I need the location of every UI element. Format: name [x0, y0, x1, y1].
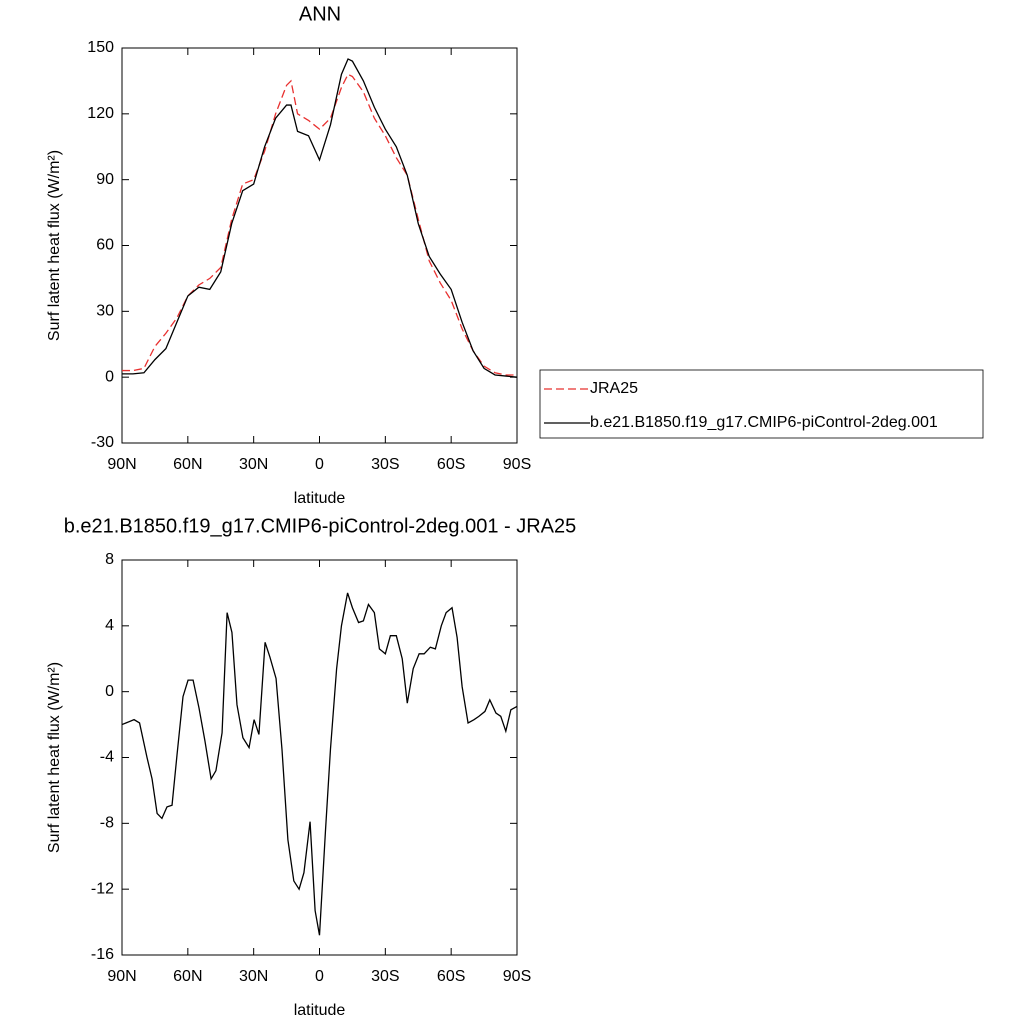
y-tick-label: -16 [91, 946, 114, 963]
plot-frame [121, 559, 518, 956]
x-tick-label: 90N [107, 456, 136, 473]
legend-label: JRA25 [590, 380, 638, 397]
y-tick-label: 30 [96, 303, 114, 320]
y-tick-label: -4 [100, 749, 114, 766]
data-line [122, 73, 517, 376]
x-tick-label: 0 [315, 968, 324, 985]
plot-frame [121, 47, 518, 444]
y-tick-label: 0 [105, 683, 114, 700]
x-tick-label: 30N [239, 456, 268, 473]
y-tick-label: 150 [87, 39, 114, 56]
x-tick-label: 60S [437, 968, 465, 985]
data-line [121, 592, 518, 936]
data-line [122, 58, 518, 378]
x-axis-label: latitude [294, 490, 346, 507]
x-axis-label: latitude [294, 1002, 346, 1019]
y-tick-label: 0 [105, 368, 114, 385]
y-tick-label: -8 [100, 815, 114, 832]
y-tick-label: 60 [96, 237, 114, 254]
x-tick-label: 0 [315, 456, 324, 473]
x-tick-label: 90N [107, 968, 136, 985]
y-tick-label: 120 [87, 105, 114, 122]
y-axis-label: Surf latent heat flux (W/m²) [46, 662, 63, 853]
y-tick-label: 90 [96, 171, 114, 188]
x-tick-label: 60N [173, 968, 202, 985]
chart-title: b.e21.B1850.f19_g17.CMIP6-piControl-2deg… [64, 515, 577, 537]
y-axis-label: Surf latent heat flux (W/m²) [46, 150, 63, 341]
legend-box [539, 369, 984, 439]
x-tick-label: 30S [371, 456, 399, 473]
x-tick-label: 30N [239, 968, 268, 985]
chart-title: ANN [299, 3, 341, 25]
x-tick-label: 60N [173, 456, 202, 473]
y-tick-label: -30 [91, 434, 114, 451]
y-tick-label: 4 [105, 617, 114, 634]
legend-label: b.e21.B1850.f19_g17.CMIP6-piControl-2deg… [590, 414, 938, 431]
y-tick-label: -12 [91, 880, 114, 897]
x-tick-label: 60S [437, 456, 465, 473]
y-tick-label: 8 [105, 551, 114, 568]
x-tick-label: 30S [371, 968, 399, 985]
x-tick-label: 90S [503, 456, 531, 473]
x-tick-label: 90S [503, 968, 531, 985]
